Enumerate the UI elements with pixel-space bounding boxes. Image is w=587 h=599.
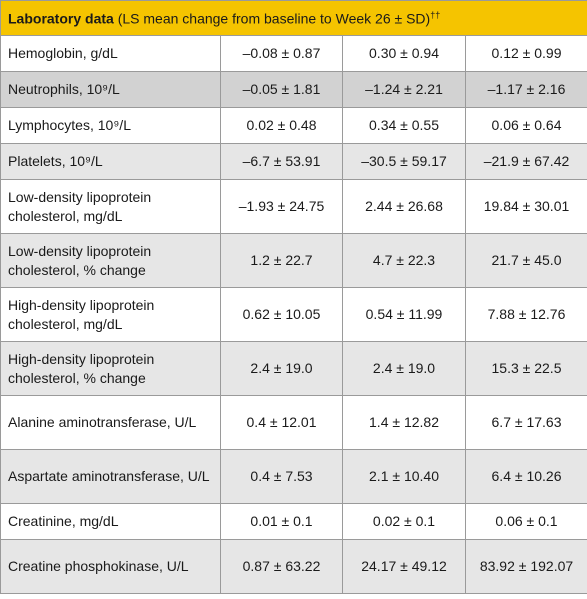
table-title: Laboratory data (LS mean change from bas… bbox=[0, 0, 587, 36]
table-row: Creatinine, mg/dL 0.01 ± 0.1 0.02 ± 0.1 … bbox=[0, 503, 587, 540]
cell-value: 0.87 ± 63.22 bbox=[220, 539, 343, 594]
table-row: Low-density lipoprotein cholesterol, % c… bbox=[0, 233, 587, 288]
cell-value: 6.4 ± 10.26 bbox=[464, 449, 587, 504]
cell-value: –1.93 ± 24.75 bbox=[220, 179, 343, 234]
cell-value: 6.7 ± 17.63 bbox=[464, 395, 587, 450]
cell-value: –6.7 ± 53.91 bbox=[220, 143, 343, 180]
cell-value: 0.12 ± 0.99 bbox=[464, 35, 587, 72]
cell-value: 4.7 ± 22.3 bbox=[342, 233, 466, 288]
cell-value: 1.4 ± 12.82 bbox=[342, 395, 466, 450]
row-label: Hemoglobin, g/dL bbox=[0, 35, 221, 72]
cell-value: 2.1 ± 10.40 bbox=[342, 449, 466, 504]
table-row: Lymphocytes, 10⁹/L 0.02 ± 0.48 0.34 ± 0.… bbox=[0, 107, 587, 144]
cell-value: 2.44 ± 26.68 bbox=[342, 179, 466, 234]
table-row: High-density lipoprotein cholesterol, mg… bbox=[0, 287, 587, 342]
cell-value: 24.17 ± 49.12 bbox=[342, 539, 466, 594]
row-label: Low-density lipoprotein cholesterol, mg/… bbox=[0, 179, 221, 234]
cell-value: 83.92 ± 192.07 bbox=[464, 539, 587, 594]
table-row: Neutrophils, 10⁹/L –0.05 ± 1.81 –1.24 ± … bbox=[0, 71, 587, 108]
cell-value: –0.05 ± 1.81 bbox=[220, 71, 343, 108]
table-title-bold: Laboratory data bbox=[8, 10, 114, 27]
cell-value: –1.24 ± 2.21 bbox=[342, 71, 466, 108]
row-label: Alanine aminotransferase, U/L bbox=[0, 395, 221, 450]
cell-value: 0.4 ± 7.53 bbox=[220, 449, 343, 504]
table-row: Platelets, 10⁹/L –6.7 ± 53.91 –30.5 ± 59… bbox=[0, 143, 587, 180]
table-title-rest: (LS mean change from baseline to Week 26… bbox=[113, 10, 431, 27]
cell-value: –30.5 ± 59.17 bbox=[342, 143, 466, 180]
cell-value: 2.4 ± 19.0 bbox=[342, 341, 466, 396]
table-row: Low-density lipoprotein cholesterol, mg/… bbox=[0, 179, 587, 234]
cell-value: 7.88 ± 12.76 bbox=[464, 287, 587, 342]
cell-value: 0.06 ± 0.1 bbox=[464, 503, 587, 540]
cell-value: 0.34 ± 0.55 bbox=[342, 107, 466, 144]
table-row: High-density lipoprotein cholesterol, % … bbox=[0, 341, 587, 396]
cell-value: 0.01 ± 0.1 bbox=[220, 503, 343, 540]
cell-value: 21.7 ± 45.0 bbox=[464, 233, 587, 288]
row-label: Lymphocytes, 10⁹/L bbox=[0, 107, 221, 144]
cell-value: 0.02 ± 0.48 bbox=[220, 107, 343, 144]
row-label: High-density lipoprotein cholesterol, % … bbox=[0, 341, 221, 396]
row-label: High-density lipoprotein cholesterol, mg… bbox=[0, 287, 221, 342]
cell-value: 1.2 ± 22.7 bbox=[220, 233, 343, 288]
row-label: Aspartate aminotransferase, U/L bbox=[0, 449, 221, 504]
row-label: Neutrophils, 10⁹/L bbox=[0, 71, 221, 108]
table-row: Alanine aminotransferase, U/L 0.4 ± 12.0… bbox=[0, 395, 587, 450]
cell-value: 0.06 ± 0.64 bbox=[464, 107, 587, 144]
row-label: Low-density lipoprotein cholesterol, % c… bbox=[0, 233, 221, 288]
cell-value: 15.3 ± 22.5 bbox=[464, 341, 587, 396]
table-row: Hemoglobin, g/dL –0.08 ± 0.87 0.30 ± 0.9… bbox=[0, 35, 587, 72]
cell-value: 0.30 ± 0.94 bbox=[342, 35, 466, 72]
cell-value: 0.4 ± 12.01 bbox=[220, 395, 343, 450]
cell-value: 0.54 ± 11.99 bbox=[342, 287, 466, 342]
cell-value: –1.17 ± 2.16 bbox=[464, 71, 587, 108]
table-row: Creatine phosphokinase, U/L 0.87 ± 63.22… bbox=[0, 539, 587, 594]
cell-value: –0.08 ± 0.87 bbox=[220, 35, 343, 72]
row-label: Creatinine, mg/dL bbox=[0, 503, 221, 540]
cell-value: –21.9 ± 67.42 bbox=[464, 143, 587, 180]
table-header-row: Laboratory data (LS mean change from bas… bbox=[0, 0, 587, 36]
row-label: Platelets, 10⁹/L bbox=[0, 143, 221, 180]
table-row: Aspartate aminotransferase, U/L 0.4 ± 7.… bbox=[0, 449, 587, 504]
cell-value: 0.02 ± 0.1 bbox=[342, 503, 466, 540]
cell-value: 2.4 ± 19.0 bbox=[220, 341, 343, 396]
row-label: Creatine phosphokinase, U/L bbox=[0, 539, 221, 594]
cell-value: 19.84 ± 30.01 bbox=[464, 179, 587, 234]
cell-value: 0.62 ± 10.05 bbox=[220, 287, 343, 342]
table-title-footnote-mark: †† bbox=[430, 9, 441, 20]
